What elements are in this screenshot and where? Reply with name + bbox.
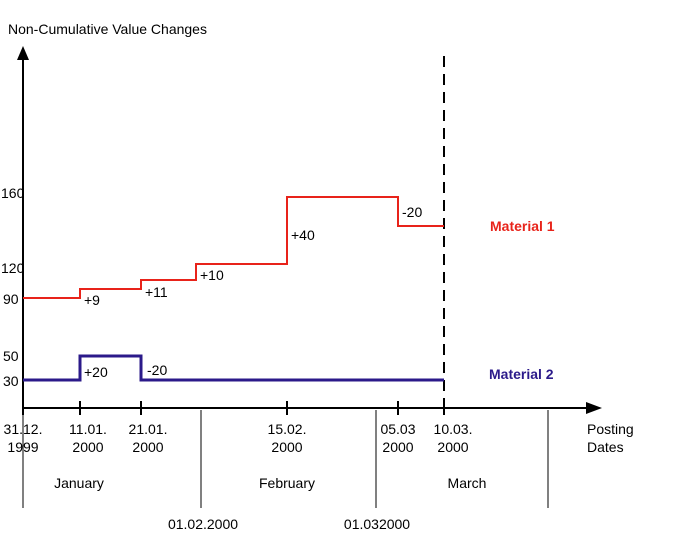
y-tick-label: 160 [1, 185, 25, 201]
x-tick-label: 2000 [132, 439, 163, 455]
x-tick-label: 05.03 [380, 421, 415, 437]
y-tick-label: 50 [3, 348, 19, 364]
month-boundary-date: 01.02.2000 [168, 516, 238, 532]
x-tick-label: 21.01. [129, 421, 168, 437]
series-line-material-2 [23, 354, 444, 382]
month-label: January [54, 475, 104, 491]
change-label: -20 [402, 204, 422, 220]
x-tick-label: 31.12. [4, 421, 43, 437]
change-label: +20 [84, 364, 108, 380]
change-label: +11 [145, 284, 168, 300]
x-tick-label: 2000 [271, 439, 302, 455]
x-tick-label: 2000 [382, 439, 413, 455]
x-tick-label: 11.01. [69, 421, 107, 437]
change-label: +40 [291, 227, 315, 243]
x-tick-label: 2000 [72, 439, 103, 455]
y-tick-label: 120 [1, 260, 25, 276]
y-tick-label: 30 [3, 373, 19, 389]
series-line-material-1 [23, 196, 444, 299]
change-label: +9 [84, 292, 100, 308]
change-label: -20 [147, 362, 167, 378]
month-label: February [259, 475, 315, 491]
month-boundary-date: 01.032000 [344, 516, 410, 532]
y-tick-label: 90 [3, 291, 19, 307]
y-axis-arrow [17, 46, 29, 60]
x-tick-label: 15.02. [268, 421, 307, 437]
series-label-material-1: Material 1 [490, 218, 555, 234]
month-label: March [448, 475, 487, 491]
series-label-material-2: Material 2 [489, 366, 554, 382]
change-label: +10 [200, 267, 224, 283]
chart-title: Non-Cumulative Value Changes [8, 21, 207, 37]
x-tick-label: 1999 [7, 439, 38, 455]
x-axis-label-line-1: Posting [587, 421, 634, 437]
x-axis-label-line-2: Dates [587, 439, 624, 455]
x-tick-label: 10.03. [434, 421, 473, 437]
x-tick-label: 2000 [437, 439, 468, 455]
x-axis-arrow [586, 402, 602, 414]
